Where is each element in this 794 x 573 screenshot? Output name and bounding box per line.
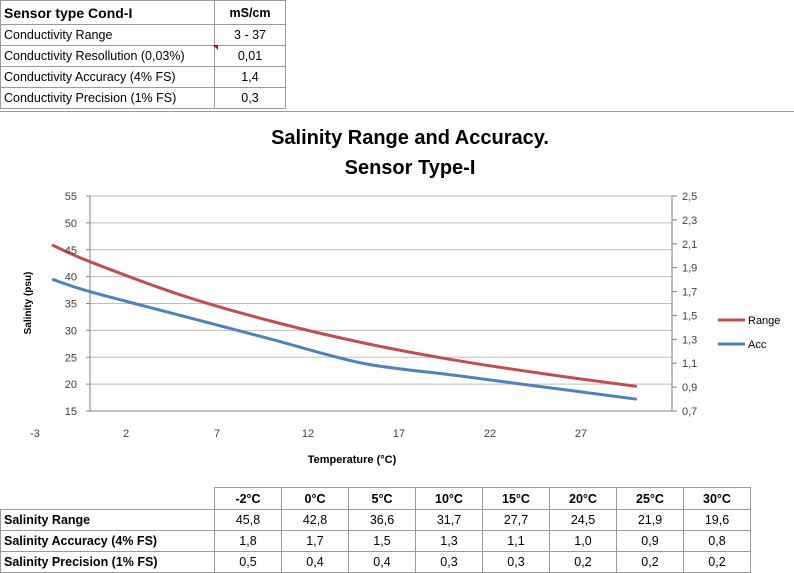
y2-tick-label: 1,5 [682, 310, 697, 322]
table-cell: 0,2 [683, 551, 751, 573]
table-row: Salinity Precision (1% FS) 0,5 0,4 0,4 0… [0, 551, 751, 573]
column-header: 10°C [415, 487, 483, 510]
salinity-table: -2°C 0°C 5°C 10°C 15°C 20°C 25°C 30°C Sa… [0, 487, 751, 573]
x-tick-label: 2 [123, 428, 129, 440]
table-cell: 0,2 [616, 551, 684, 573]
table-cell: 1,8 [214, 530, 282, 552]
chart-subtitle: Sensor Type-I [345, 157, 476, 179]
y-tick-label: 45 [65, 245, 77, 257]
y-tick-label: 25 [65, 352, 77, 364]
x-tick-label: 12 [302, 428, 314, 440]
spec-label: Conductivity Range [0, 24, 215, 46]
table-cell: 0,4 [348, 551, 416, 573]
y2-tick-label: 1,1 [682, 358, 697, 370]
y-tick-label: 55 [65, 191, 77, 203]
table-cell: 27,7 [482, 509, 550, 531]
table-row: Salinity Accuracy (4% FS) 1,8 1,7 1,5 1,… [0, 530, 751, 552]
table-cell: 0,3 [415, 551, 483, 573]
table-row: Salinity Range 45,8 42,8 36,6 31,7 27,7 … [0, 509, 751, 531]
column-header: 30°C [683, 487, 751, 510]
y-tick-label: 30 [65, 325, 77, 337]
y-axis-label: Salinity (psu) [23, 272, 34, 335]
spec-label: Conductivity Accuracy (4% FS) [0, 66, 215, 88]
spec-title: Sensor type Cond-I [0, 0, 215, 25]
table-cell: 42,8 [281, 509, 349, 531]
table-cell: 45,8 [214, 509, 282, 531]
table-cell: 0,5 [214, 551, 282, 573]
table-cell: 0,4 [281, 551, 349, 573]
row-label: Salinity Range [0, 509, 215, 531]
x-tick-label: -3 [30, 428, 40, 440]
y2-tick-label: 2,1 [682, 239, 697, 251]
x-axis-label: Temperature (°C) [308, 454, 397, 466]
spec-label: Conductivity Resollution (0,03%) [0, 45, 215, 67]
table-cell: 31,7 [415, 509, 483, 531]
y2-tick-label: 1,3 [682, 334, 697, 346]
y-tick-label: 20 [65, 379, 77, 391]
comment-indicator-icon [213, 45, 218, 50]
chart-title: Salinity Range and Accuracy. [271, 127, 549, 149]
spec-value: 1,4 [214, 66, 286, 88]
row-label: Salinity Accuracy (4% FS) [0, 530, 215, 552]
table-cell: 1,0 [549, 530, 617, 552]
column-header: 15°C [482, 487, 550, 510]
table-cell: 1,7 [281, 530, 349, 552]
y2-tick-label: 2,5 [682, 191, 697, 203]
section-divider [0, 111, 794, 112]
spec-header-row: Sensor type Cond-I mS/cm [0, 0, 286, 25]
spec-row: Conductivity Range 3 - 37 [0, 24, 286, 46]
table-header-row: -2°C 0°C 5°C 10°C 15°C 20°C 25°C 30°C [0, 487, 751, 510]
spec-row: Conductivity Accuracy (4% FS) 1,4 [0, 66, 286, 88]
spec-label: Conductivity Precision (1% FS) [0, 87, 215, 109]
series-line-range [51, 243, 638, 388]
chart-legend: Range Acc [718, 315, 780, 351]
y2-tick-label: 1,9 [682, 263, 697, 275]
column-header: -2°C [214, 487, 282, 510]
spec-unit: mS/cm [214, 0, 286, 25]
table-corner [0, 487, 215, 510]
table-cell: 21,9 [616, 509, 684, 531]
legend-label-range: Range [748, 315, 780, 327]
legend-label-acc: Acc [748, 339, 767, 351]
y-tick-label: 35 [65, 299, 77, 311]
sensor-spec-table: Sensor type Cond-I mS/cm Conductivity Ra… [0, 0, 286, 109]
x-tick-label: 22 [484, 428, 496, 440]
table-cell: 0,2 [549, 551, 617, 573]
salinity-chart: Salinity Range and Accuracy. Sensor Type… [23, 127, 780, 466]
spec-value: 3 - 37 [214, 24, 286, 46]
spec-row: Conductivity Resollution (0,03%) 0,01 [0, 45, 286, 67]
y-tick-label: 40 [65, 272, 77, 284]
x-tick-label: 17 [393, 428, 405, 440]
spec-value: 0,3 [214, 87, 286, 109]
y-tick-label: 15 [65, 406, 77, 418]
table-cell: 1,5 [348, 530, 416, 552]
x-tick-label: 27 [575, 428, 587, 440]
spec-row: Conductivity Precision (1% FS) 0,3 [0, 87, 286, 109]
y2-tick-label: 0,7 [682, 406, 697, 418]
table-cell: 1,3 [415, 530, 483, 552]
table-cell: 1,1 [482, 530, 550, 552]
table-cell: 19,6 [683, 509, 751, 531]
y-tick-label: 50 [65, 218, 77, 230]
table-cell: 0,3 [482, 551, 550, 573]
table-cell: 24,5 [549, 509, 617, 531]
column-header: 5°C [348, 487, 416, 510]
y2-tick-label: 1,7 [682, 287, 697, 299]
table-cell: 0,9 [616, 530, 684, 552]
column-header: 25°C [616, 487, 684, 510]
tick-labels: 15 20 25 30 35 40 45 50 55 0,7 0,9 1,1 1,3 1,5 1,7 1,9 2… [30, 191, 697, 440]
spec-value: 0,01 [214, 45, 286, 67]
x-tick-label: 7 [214, 428, 220, 440]
y2-tick-label: 0,9 [682, 382, 697, 394]
y2-tick-label: 2,3 [682, 215, 697, 227]
table-cell: 36,6 [348, 509, 416, 531]
series-lines [51, 243, 638, 401]
column-header: 0°C [281, 487, 349, 510]
axes [86, 195, 677, 412]
series-line-acc [51, 278, 638, 401]
row-label: Salinity Precision (1% FS) [0, 551, 215, 573]
table-cell: 0,8 [683, 530, 751, 552]
column-header: 20°C [549, 487, 617, 510]
